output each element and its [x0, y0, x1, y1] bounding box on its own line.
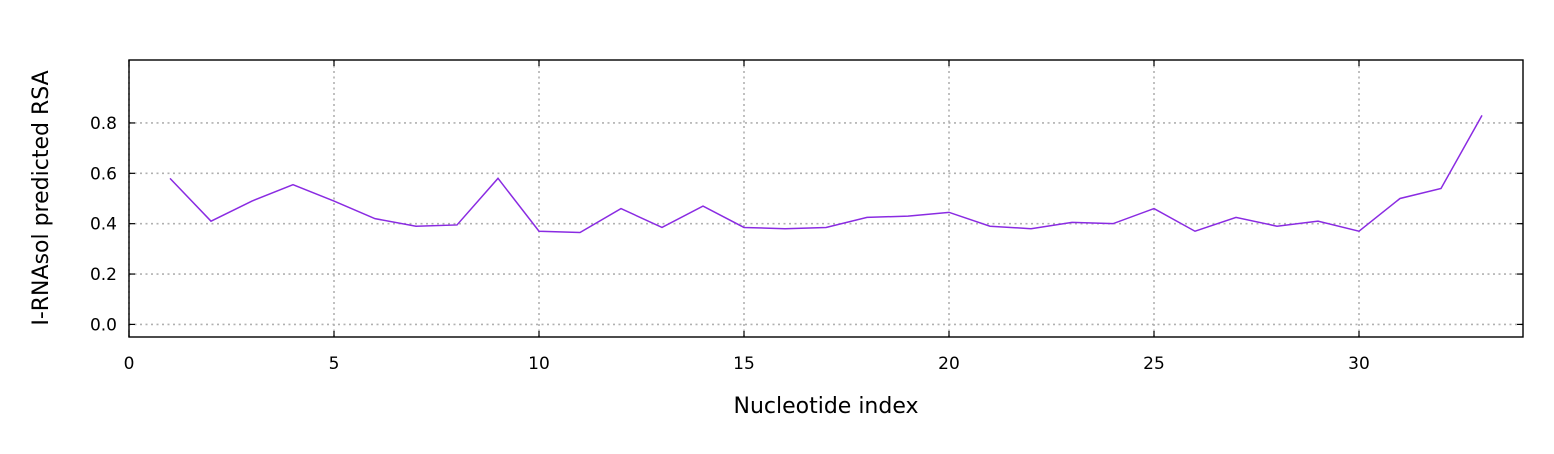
tick-labels: 0 5 10 15 20 25 30 0.0 0.2 0.4 0.6 0.8: [90, 114, 1370, 374]
y-tick-label: 0.8: [90, 114, 117, 134]
x-tick-label: 10: [528, 354, 550, 374]
y-tick-label: 0.2: [90, 265, 117, 285]
x-tick-label: 30: [1348, 354, 1370, 374]
plot-area-frame: [128, 59, 1524, 338]
y-tick-label: 0.4: [90, 215, 117, 235]
ticks: [128, 60, 1523, 337]
series-line: [169, 115, 1483, 234]
x-axis-label: Nucleotide index: [733, 394, 918, 419]
grid: [128, 60, 1523, 337]
x-tick-label: 0: [124, 354, 135, 374]
x-tick-label: 25: [1143, 354, 1165, 374]
x-tick-label: 5: [329, 354, 340, 374]
series-layer: [169, 115, 1483, 234]
x-tick-label: 20: [938, 354, 960, 374]
x-tick-label: 15: [733, 354, 755, 374]
y-tick-label: 0.6: [90, 164, 117, 184]
y-tick-label: 0.0: [90, 315, 117, 335]
y-axis-label: I-RNAsol predicted RSA: [29, 70, 54, 325]
